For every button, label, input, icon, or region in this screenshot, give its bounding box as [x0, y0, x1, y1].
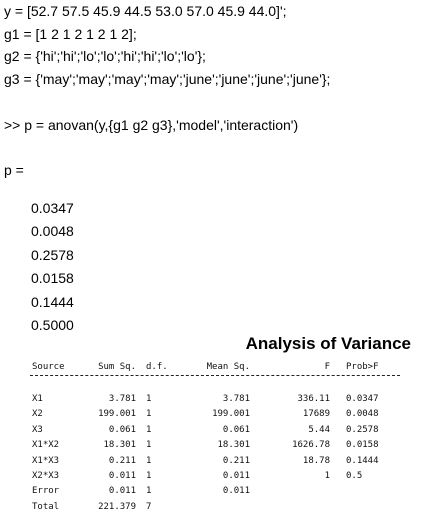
- p-output-label: p =: [4, 162, 24, 178]
- header-prob: Prob>F: [346, 362, 379, 372]
- cell-prob: 0.5: [346, 471, 363, 481]
- cell-sum-sq: 0.011: [108, 471, 136, 481]
- cell-mean-sq: 18.301: [217, 440, 250, 451]
- code-line-g1: g1 = [1 2 1 2 1 2 1 2];: [4, 26, 137, 42]
- header-sum-sq: Sum Sq.: [98, 362, 136, 372]
- p-value-list: 0.0347 0.0048 0.2578 0.0158 0.1444 0.500…: [31, 200, 74, 340]
- cell-sum-sq: 0.211: [108, 455, 136, 466]
- cell-source: X1: [32, 394, 43, 404]
- cell-mean-sq: 0.061: [222, 424, 250, 435]
- anova-figure-titlebar: Analysis of Variance: [0, 333, 423, 355]
- p-value: 0.1444: [31, 293, 74, 310]
- p-value: 0.5000: [31, 316, 74, 333]
- p-value: 0.2578: [31, 246, 74, 263]
- cell-source: X2*X3: [32, 471, 60, 481]
- cell-df: 1: [146, 471, 152, 481]
- p-value: 0.0347: [31, 200, 74, 216]
- cell-sum-sq: 199.001: [98, 409, 136, 420]
- header-separator: [30, 375, 400, 376]
- cell-f: 1: [324, 471, 330, 481]
- cell-df: 1: [146, 455, 152, 466]
- header-source: Source: [32, 362, 65, 372]
- cell-df: 7: [146, 501, 152, 512]
- code-line-g3: g3 = {'may';'may';'may';'may';'june';'ju…: [4, 71, 331, 87]
- header-df: d.f.: [146, 362, 168, 372]
- cell-prob: 0.0048: [346, 409, 379, 420]
- cell-df: 1: [146, 440, 152, 451]
- cell-mean-sq: 3.781: [222, 394, 250, 404]
- cell-source: Total: [32, 501, 60, 512]
- cell-mean-sq: 0.011: [222, 471, 250, 481]
- anovan-command: >> p = anovan(y,{g1 g2 g3},'model','inte…: [4, 117, 299, 133]
- p-value: 0.0048: [31, 223, 74, 240]
- cell-f: 5.44: [308, 424, 330, 435]
- cell-source: X3: [32, 424, 43, 435]
- anova-title: Analysis of Variance: [245, 334, 411, 353]
- cell-prob: 0.1444: [346, 455, 379, 466]
- p-value: 0.0158: [31, 270, 74, 287]
- cell-prob: 0.2578: [346, 424, 379, 435]
- cell-mean-sq: 0.011: [222, 486, 250, 497]
- header-mean-sq: Mean Sq.: [206, 362, 250, 372]
- anova-table: Source Sum Sq. d.f. Mean Sq. F Prob>F X1 3.781 1…: [0, 356, 423, 529]
- cell-sum-sq: 0.011: [108, 486, 136, 497]
- cell-prob: 0.0347: [346, 394, 379, 404]
- cell-f: 18.78: [302, 455, 330, 466]
- cell-sum-sq: 0.061: [108, 424, 136, 435]
- cell-sum-sq: 18.301: [103, 440, 136, 451]
- header-f: F: [324, 362, 330, 372]
- cell-mean-sq: 199.001: [212, 409, 250, 420]
- cell-f: 336.11: [297, 394, 330, 404]
- cell-df: 1: [146, 486, 152, 497]
- cell-prob: 0.0158: [346, 440, 379, 451]
- cell-source: X2: [32, 409, 43, 420]
- cell-source: X1*X2: [32, 440, 60, 451]
- cell-df: 1: [146, 409, 152, 420]
- cell-mean-sq: 0.211: [222, 455, 250, 466]
- cell-f: 1626.78: [292, 440, 330, 451]
- cell-source: Error: [32, 486, 60, 497]
- cell-df: 1: [146, 394, 152, 404]
- code-line-g2: g2 = {'hi';'hi';'lo';'lo';'hi';'hi';'lo'…: [4, 48, 206, 64]
- code-line-y: y = [52.7 57.5 45.9 44.5 53.0 57.0 45.9 …: [4, 3, 287, 19]
- cell-sum-sq: 221.379: [98, 501, 136, 512]
- cell-df: 1: [146, 424, 152, 435]
- cell-sum-sq: 3.781: [108, 394, 136, 404]
- cell-source: X1*X3: [32, 455, 60, 466]
- cell-f: 17689: [302, 409, 330, 420]
